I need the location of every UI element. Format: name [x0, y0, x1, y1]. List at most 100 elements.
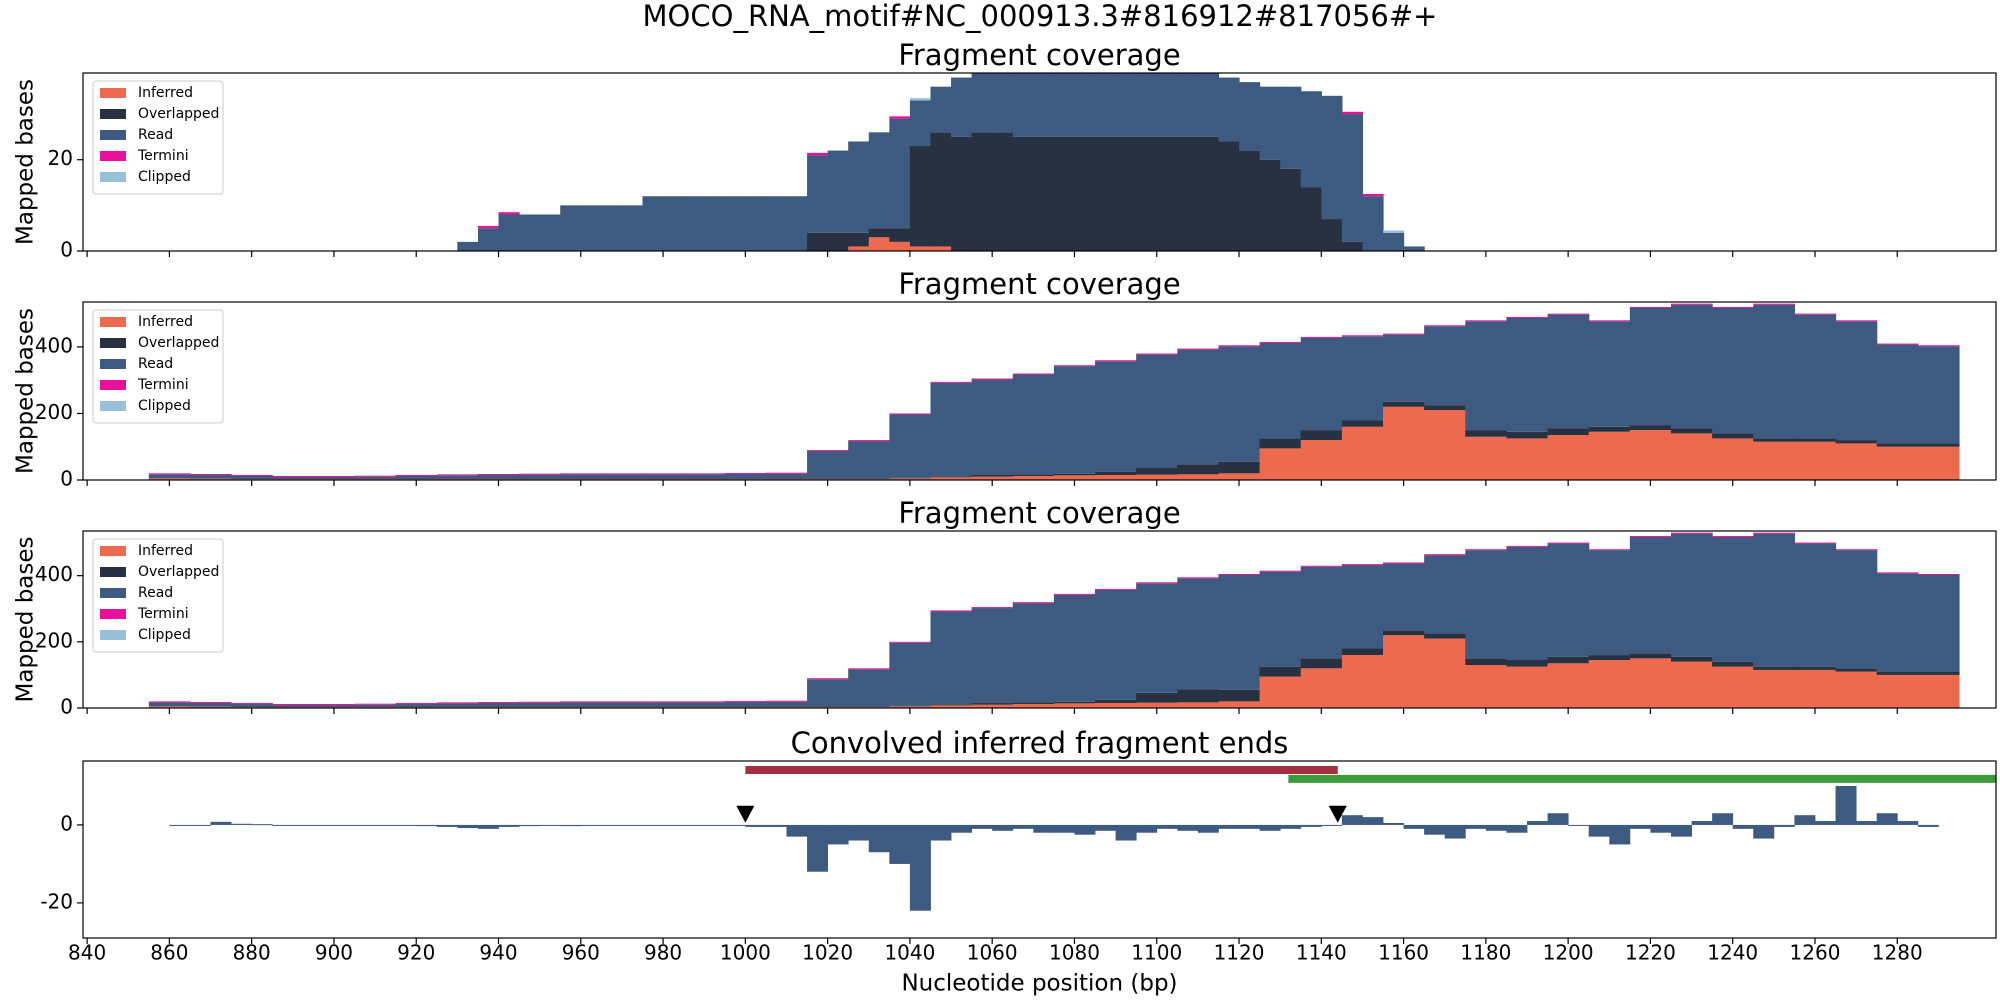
bar — [477, 824, 499, 829]
area-segment — [519, 214, 541, 251]
area-segment — [1629, 306, 1672, 308]
area-segment — [313, 476, 356, 478]
area-segment — [560, 205, 582, 251]
area-segment — [807, 678, 849, 680]
area-segment — [1424, 554, 1466, 556]
area-segment — [519, 473, 561, 475]
area-segment — [889, 705, 932, 707]
area-segment — [1218, 345, 1261, 347]
area-segment — [1136, 468, 1178, 475]
marker-triangle — [736, 805, 755, 823]
area-segment — [1712, 438, 1754, 480]
area-segment — [889, 642, 932, 706]
area-segment — [1835, 550, 1878, 669]
area-segment — [477, 702, 520, 704]
area-segment — [189, 702, 232, 704]
area-segment — [1917, 574, 1960, 576]
y-tick-label: 0 — [60, 467, 73, 491]
area-segment — [1012, 474, 1055, 477]
axes-frame — [82, 530, 1997, 709]
bar — [930, 824, 952, 841]
area-segment — [807, 155, 829, 233]
area-segment — [930, 86, 952, 133]
x-tick-label: 960 — [562, 941, 600, 965]
bar — [231, 823, 253, 825]
area-segment — [1341, 241, 1364, 251]
bar — [1197, 824, 1219, 833]
bar — [1095, 824, 1117, 831]
area-segment — [1753, 304, 1796, 439]
legend-swatch — [100, 567, 126, 577]
bar — [1691, 821, 1713, 825]
area-segment — [1506, 438, 1549, 480]
area-segment — [436, 475, 479, 480]
area-segment — [1280, 86, 1302, 169]
x-tick-label: 1220 — [1625, 941, 1676, 965]
area-segment — [930, 477, 973, 480]
area-segment — [354, 704, 397, 708]
legend-label: Inferred — [138, 543, 193, 559]
area-segment — [1547, 542, 1590, 544]
x-tick-label: 920 — [397, 941, 435, 965]
bar — [1444, 824, 1466, 839]
bar — [1588, 824, 1610, 837]
area-segment — [1670, 304, 1713, 429]
area-segment — [1012, 702, 1055, 705]
y-axis-label: Mapped bases — [13, 536, 39, 702]
area-segment — [1341, 114, 1364, 242]
area-segment — [1300, 91, 1322, 188]
area-segment — [1095, 588, 1137, 590]
area-segment — [148, 473, 191, 475]
legend-label: Inferred — [138, 314, 193, 330]
area-segment — [477, 228, 500, 251]
legend: Inferred Overlapped Read Termini Clipped — [92, 80, 224, 195]
area-segment — [971, 378, 1014, 380]
legend-swatch — [100, 630, 126, 640]
legend-label: Overlapped — [138, 335, 219, 351]
area-segment — [1341, 565, 1384, 649]
y-tick-label: 20 — [48, 146, 73, 170]
area-segment — [1835, 321, 1878, 441]
area-segment — [1136, 702, 1178, 708]
area-segment — [765, 700, 808, 702]
area-segment — [1506, 660, 1549, 667]
area-segment — [1177, 348, 1220, 350]
legend-label: Termini — [137, 606, 189, 622]
bar — [1033, 824, 1055, 833]
area-segment — [1835, 668, 1878, 672]
bar — [1321, 824, 1343, 826]
area-segment — [1629, 307, 1672, 426]
bar — [251, 824, 273, 826]
bar — [1773, 824, 1795, 827]
bar — [169, 824, 191, 826]
legend-label: Inferred — [138, 85, 193, 101]
area-segment — [1218, 575, 1261, 690]
area-segment — [1012, 602, 1055, 604]
area-segment — [1053, 594, 1096, 702]
area-segment — [436, 702, 479, 704]
area-segment — [1383, 562, 1425, 564]
bar — [1712, 813, 1734, 825]
area-segment — [889, 228, 911, 242]
axes-frame — [82, 301, 1997, 481]
area-segment — [1506, 545, 1549, 547]
area-segment — [1835, 320, 1878, 322]
area-segment — [1177, 464, 1220, 475]
y-axis-label: Mapped bases — [13, 79, 39, 245]
area-segment — [1259, 570, 1302, 572]
area-segment — [1218, 77, 1240, 142]
x-tick-label: 860 — [150, 941, 188, 965]
area-segment — [889, 118, 911, 229]
area-segment — [1383, 401, 1425, 407]
area-segment — [395, 476, 438, 480]
area-segment — [272, 704, 314, 706]
bar — [992, 824, 1014, 831]
bar — [724, 824, 746, 826]
area-segment — [951, 77, 973, 137]
bar — [1897, 821, 1919, 825]
legend-label: Termini — [137, 377, 189, 393]
area-segment — [1547, 314, 1590, 429]
area-segment — [1753, 438, 1796, 442]
bar — [1568, 824, 1590, 826]
